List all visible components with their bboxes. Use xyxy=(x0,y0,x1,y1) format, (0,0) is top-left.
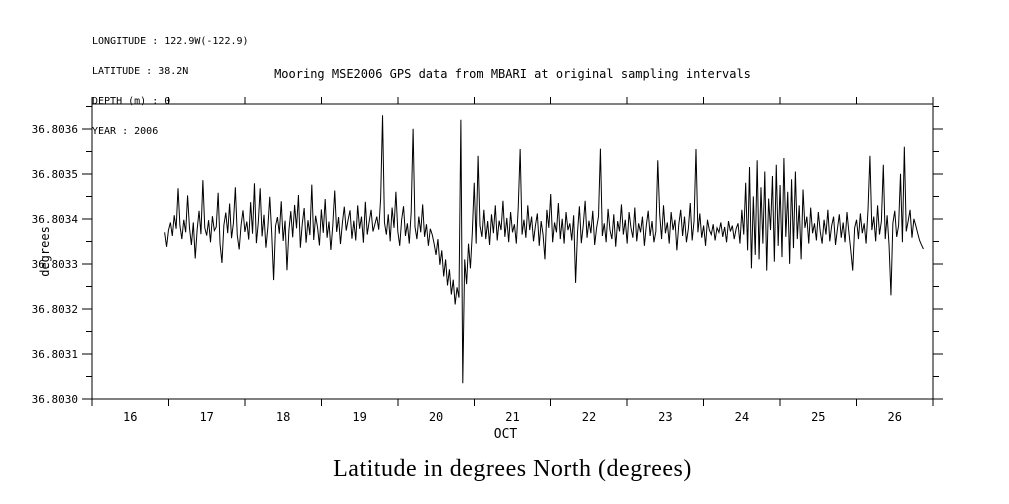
plot-title: Mooring MSE2006 GPS data from MBARI at o… xyxy=(274,67,751,81)
x-tick-label: 19 xyxy=(352,410,366,424)
x-tick-label: 21 xyxy=(505,410,519,424)
x-tick-label: 18 xyxy=(276,410,290,424)
x-tick-label: 22 xyxy=(582,410,596,424)
x-tick-label: 25 xyxy=(811,410,825,424)
x-tick-label: 24 xyxy=(735,410,749,424)
x-axis-title: OCT xyxy=(494,427,518,442)
meta-line-year: YEAR : 2006 xyxy=(92,126,159,137)
y-tick-label: 36.8033 xyxy=(32,258,78,271)
y-tick-label: 36.8032 xyxy=(32,303,78,316)
y-tick-label: 36.8031 xyxy=(32,348,78,361)
metadata-block: LONGITUDE : 122.9W(-122.9) LATITUDE : 38… xyxy=(92,17,249,157)
x-tick-label: 17 xyxy=(199,410,213,424)
figure-caption: Latitude in degrees North (degrees) xyxy=(333,456,692,482)
y-tick-label: 36.8030 xyxy=(32,393,78,406)
meta-line-depth: DEPTH (m) : 0 xyxy=(92,96,171,107)
x-tick-label: 23 xyxy=(658,410,672,424)
y-tick-label: 36.8035 xyxy=(32,168,78,181)
meta-line-latitude: LATITUDE : 38.2N xyxy=(92,66,189,77)
x-tick-label: 16 xyxy=(123,410,137,424)
x-tick-label: 26 xyxy=(888,410,902,424)
y-tick-label: 36.8034 xyxy=(32,213,79,226)
plot-frame xyxy=(91,103,934,400)
y-tick-label: 36.8036 xyxy=(32,123,78,136)
latitude-series-line xyxy=(164,115,924,384)
meta-line-longitude: LONGITUDE : 122.9W(-122.9) xyxy=(92,36,249,47)
y-axis-title: degrees xyxy=(38,226,52,277)
x-tick-label: 20 xyxy=(429,410,443,424)
